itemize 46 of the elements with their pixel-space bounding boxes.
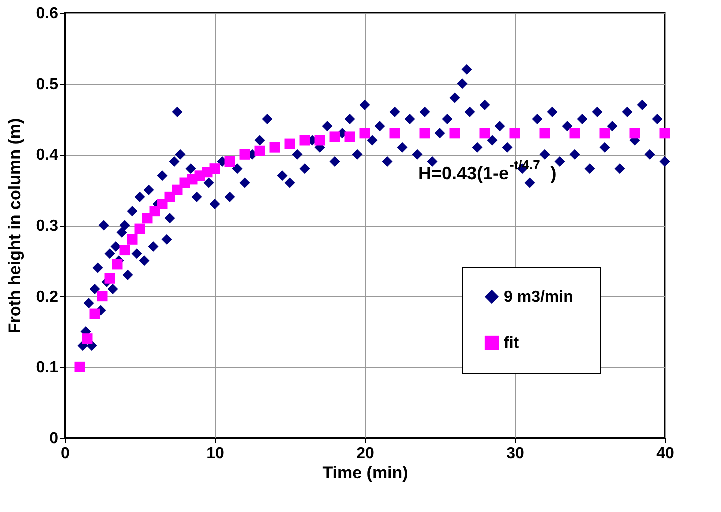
- y-tick-label: 0.5: [36, 76, 59, 94]
- point: [74, 362, 86, 372]
- point: [600, 128, 610, 139]
- point: [254, 146, 266, 156]
- point: [112, 259, 123, 270]
- point: [540, 128, 550, 139]
- point: [270, 142, 280, 153]
- point: [120, 245, 130, 256]
- y-tick-label: 0.3: [36, 218, 59, 235]
- x-tick-label: 10: [206, 446, 224, 462]
- point: [284, 138, 296, 150]
- y-tick-label: 0.2: [36, 288, 59, 306]
- point: [570, 128, 580, 139]
- point: [344, 132, 356, 142]
- x-tick-label: 40: [656, 446, 674, 462]
- point: [300, 135, 310, 146]
- point: [660, 128, 670, 139]
- point: [480, 128, 490, 139]
- x-tick-label: 0: [61, 446, 70, 462]
- point: [240, 149, 250, 160]
- point: [90, 308, 100, 320]
- x-tick-label: 30: [506, 446, 524, 462]
- point: [630, 128, 640, 139]
- point: [97, 291, 108, 302]
- y-axis-title: Froth height in column (m): [5, 118, 24, 334]
- point: [510, 128, 520, 139]
- point: [104, 273, 116, 284]
- point: [82, 334, 93, 344]
- y-tick-label: 0.4: [36, 147, 59, 164]
- point: [450, 128, 460, 139]
- point: [314, 135, 326, 146]
- point: [360, 128, 370, 139]
- point: [127, 234, 138, 245]
- y-tick-label: 0.1: [36, 360, 59, 377]
- x-tick-label: 20: [356, 446, 374, 462]
- x-axis-title: Time (min): [322, 464, 408, 482]
- legend-label: fit: [504, 335, 520, 352]
- point: [134, 224, 146, 234]
- point: [390, 128, 400, 139]
- legend-label: 9 m3/min: [504, 289, 574, 306]
- point: [210, 164, 220, 174]
- point: [330, 132, 340, 142]
- y-tick-label: 0: [50, 430, 59, 448]
- point: [420, 128, 430, 139]
- point: [224, 156, 236, 167]
- y-tick-label: 0.6: [36, 6, 59, 22]
